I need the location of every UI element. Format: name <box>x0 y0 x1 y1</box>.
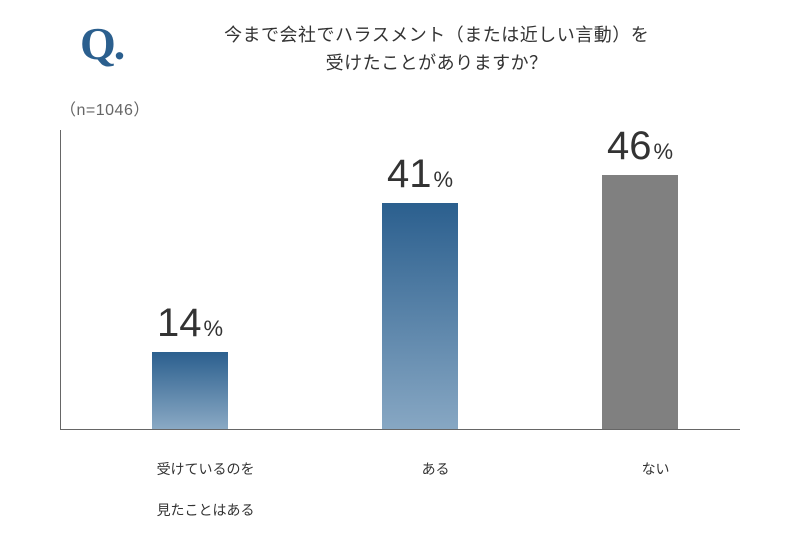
bar-label-0-l1: 受けているのを <box>157 461 255 477</box>
question-line-1: 今まで会社でハラスメント（または近しい言動）を <box>224 25 649 45</box>
bar-value-1: 41 % <box>387 152 453 197</box>
bar-label-1: ある <box>390 439 449 500</box>
sample-size: （n=1046） <box>60 96 150 120</box>
bar-value-num-2: 46 <box>607 124 652 169</box>
bar-label-0-l2: 見たことはある <box>157 502 255 518</box>
bar-label-2-l1: ない <box>642 461 670 477</box>
bar-rect-0 <box>152 352 228 429</box>
bar-group-1: 41 % ある <box>382 152 458 429</box>
bar-value-num-0: 14 <box>157 301 202 346</box>
bar-value-pct-0: % <box>203 316 223 342</box>
bar-label-1-l1: ある <box>422 461 450 477</box>
y-axis <box>60 130 61 430</box>
question-line-2: 受けたことがありますか？ <box>326 53 548 73</box>
bar-group-0: 14 % 受けているのを 見たことはある <box>152 301 228 429</box>
question-header: Q. 今まで会社でハラスメント（または近しい言動）を 受けたことがありますか？ <box>0 0 800 78</box>
bar-value-pct-2: % <box>653 139 673 165</box>
bar-group-2: 46 % ない <box>602 124 678 429</box>
bar-value-2: 46 % <box>607 124 673 169</box>
bar-value-pct-1: % <box>433 167 453 193</box>
bar-rect-1 <box>382 203 458 429</box>
bar-chart: 14 % 受けているのを 見たことはある 41 % ある 46 % <box>60 130 740 430</box>
question-text: 今まで会社でハラスメント（または近しい言動）を 受けたことがありますか？ <box>133 22 740 78</box>
chart-canvas: Q. 今まで会社でハラスメント（または近しい言動）を 受けたことがありますか？ … <box>0 0 800 500</box>
bar-rect-2 <box>602 175 678 429</box>
bar-value-num-1: 41 <box>387 152 432 197</box>
bar-label-0: 受けているのを 見たことはある <box>125 439 254 540</box>
x-axis <box>60 429 740 430</box>
question-mark: Q. <box>80 24 123 63</box>
bar-label-2: ない <box>610 439 669 500</box>
bar-value-0: 14 % <box>157 301 223 346</box>
